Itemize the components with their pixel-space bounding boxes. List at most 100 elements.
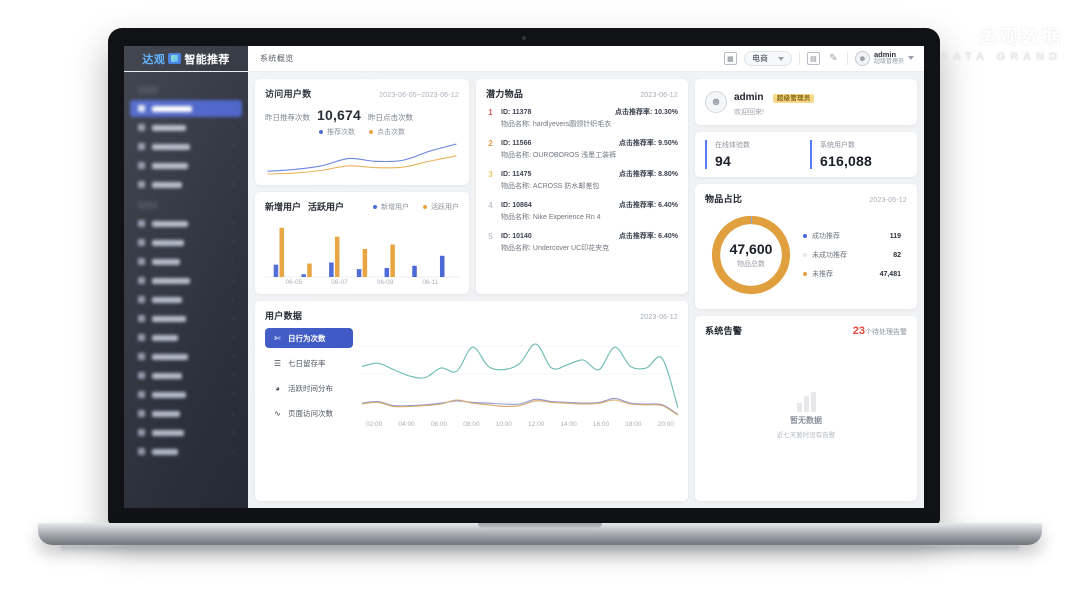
sidebar-item-1[interactable]: › <box>130 119 242 136</box>
legend-label: 活跃用户 <box>431 203 459 211</box>
divider <box>846 52 848 65</box>
item-click-rate: 点击推荐率: 9.50% <box>618 140 678 147</box>
user-name: admin <box>873 49 897 59</box>
chevron-right-icon: › <box>232 353 234 360</box>
tab-label: 七日留存率 <box>288 358 326 368</box>
sidebar-item-2[interactable]: › <box>130 253 242 270</box>
list-item[interactable]: 1 ID: 11378 点击推荐率: 10.30% 物品名称: hardlyevers… <box>486 102 678 133</box>
donut-chart: 47,600 物品总数 <box>705 209 797 301</box>
sidebar-item-label <box>152 105 192 112</box>
sidebar-item-3[interactable]: › <box>130 157 242 174</box>
tab-3[interactable]: ∿ 页面访问次数 <box>265 403 353 423</box>
axis-tick-label: 10:00 <box>495 421 512 428</box>
user-menu[interactable]: ☻ admin 超级管理员 <box>854 49 914 67</box>
potential-items-date: 2023-06-12 <box>640 92 678 99</box>
chevron-right-icon: › <box>232 372 234 379</box>
avatar-icon: ☻ <box>705 91 727 113</box>
legend-label: 未成功推荐 <box>812 252 847 259</box>
chevron-right-icon: › <box>232 391 234 398</box>
axis-tick-label: 06:00 <box>430 421 448 428</box>
laptop-shadow <box>60 545 1020 553</box>
sidebar-item-6[interactable]: › <box>130 329 242 346</box>
sidebar-item-2[interactable]: › <box>130 138 242 155</box>
sidebar[interactable]: ▒▒▒▒ › › › › › ▒▒▒▒ › › › › › › › › › › › › › <box>124 72 248 508</box>
sidebar-item-icon <box>138 315 145 322</box>
item-name: 物品名称: Undercover UC印花夹克 <box>501 245 610 252</box>
donut-legend-item: 未推荐 47,481 <box>803 269 907 279</box>
visit-users-date-range: 2023-06-05~2023-06-12 <box>379 92 459 99</box>
list-item[interactable]: 3 ID: 11475 点击推荐率: 8.80% 物品名称: ACROSS 防水邮差包 <box>486 164 678 195</box>
visit-users-card: 访问用户数 2023-06-05~2023-06-12 昨日推荐次数 10,67… <box>255 79 469 185</box>
system-alert-count-suffix: 个待处理告警 <box>865 329 907 336</box>
sidebar-item-7[interactable]: › <box>130 348 242 365</box>
legend-label: 未推荐 <box>812 271 833 278</box>
left-column: 访问用户数 2023-06-05~2023-06-12 昨日推荐次数 10,67… <box>255 79 688 501</box>
chevron-right-icon: › <box>232 315 234 322</box>
axis-tick-label: 06-07 <box>331 279 348 286</box>
tab-1[interactable]: ☰ 七日留存率 <box>265 353 353 373</box>
sidebar-item-active[interactable]: › <box>130 100 242 117</box>
axis-tick-label: 02:00 <box>366 421 383 428</box>
business-select[interactable]: 电商 <box>743 51 792 66</box>
app-logo[interactable]: 达观 智能推荐 <box>124 46 248 71</box>
user-meta: admin 超级管理员 <box>873 49 904 67</box>
sidebar-item-10[interactable]: › <box>130 405 242 422</box>
axis-tick-label: 16:00 <box>592 421 610 428</box>
sidebar-item-4[interactable]: › <box>130 176 242 193</box>
item-name: 物品名称: hardlyevers圆领针织毛衣 <box>501 121 612 128</box>
item-click-rate: 点击推荐率: 6.40% <box>618 202 678 209</box>
right-column: ☻ admin 超级管理员 欢迎回来! 在线体验数 94 系统用户数 616,088 <box>695 79 917 501</box>
grid-icon[interactable]: ▦ <box>723 52 737 65</box>
tab-2[interactable]: ◕ 活跃时间分布 <box>265 378 353 398</box>
sidebar-item-icon <box>138 296 145 303</box>
wave-icon: ∿ <box>274 408 281 418</box>
visit-legend-item: 推荐次数 <box>319 127 355 137</box>
list-item[interactable]: 2 ID: 11566 点击推荐率: 9.50% 物品名称: OUROBOROS 浅墨… <box>486 133 678 164</box>
sidebar-item-label <box>152 429 184 436</box>
sidebar-item-12[interactable]: › <box>130 443 242 460</box>
sidebar-item-3[interactable]: › <box>130 272 242 289</box>
active-users-title: 活跃用户 <box>308 202 345 212</box>
legend-dot-icon <box>803 272 807 276</box>
system-alert-card: 系统告警 23个待处理告警 暂无数据 <box>695 316 917 501</box>
item-ratio-card: 物品占比 2023-05-12 47,600 物品总数 <box>695 184 917 309</box>
axis-tick-label: 04:00 <box>398 421 415 428</box>
chevron-right-icon: › <box>232 162 234 169</box>
sidebar-item-label <box>152 239 184 246</box>
sidebar-item-4[interactable]: › <box>130 291 242 308</box>
system-alert-count-value: 23 <box>852 325 865 337</box>
sidebar-item-label <box>152 391 186 398</box>
sidebar-item-icon <box>138 239 145 246</box>
axis-tick-label: 06-09 <box>376 279 394 286</box>
legend-dot-icon <box>423 204 427 209</box>
sidebar-item-8[interactable]: › <box>130 367 242 384</box>
stat-value: 94 <box>715 153 731 169</box>
item-rank: 2 <box>488 139 493 148</box>
new-active-users-xaxis: 06-05 06-07 06-09 06-11 <box>265 279 459 286</box>
item-line-primary: ID: 10864 点击推荐率: 6.40% <box>501 200 678 210</box>
tab-label: 活跃时间分布 <box>288 383 333 393</box>
list-item[interactable]: 4 ID: 10864 点击推荐率: 6.40% 物品名称: Nike Experie… <box>486 195 678 226</box>
tab-0[interactable]: ✄ 日行为次数 <box>265 328 353 348</box>
sidebar-item-9[interactable]: › <box>130 386 242 403</box>
stat-label: 系统用户数 <box>820 142 855 149</box>
sidebar-item-label <box>152 124 186 131</box>
document-icon[interactable]: ▤ <box>806 52 820 65</box>
item-ratio-date: 2023-05-12 <box>869 197 907 204</box>
sidebar-item-11[interactable]: › <box>130 424 242 441</box>
recommend-count-value: 10,674 <box>317 107 362 123</box>
sidebar-item-1[interactable]: › <box>130 234 242 251</box>
pencil-icon[interactable]: ✎ <box>826 52 840 65</box>
item-name: 物品名称: ACROSS 防水邮差包 <box>501 183 600 190</box>
new-users-title: 新增用户 <box>265 202 302 212</box>
breadcrumb-label: 系统概览 <box>260 54 294 63</box>
sidebar-item-icon <box>138 391 145 398</box>
sidebar-item-label <box>152 143 190 150</box>
welcome-subtitle: 欢迎回来! <box>734 109 764 116</box>
user-data-tabs[interactable]: ✄ 日行为次数 ☰ 七日留存率 ◕ 活跃时间分布 ∿ 页面访问次数 <box>265 328 353 493</box>
list-item[interactable]: 5 ID: 10140 点击推荐率: 6.40% 物品名称: Undercover U… <box>486 226 678 257</box>
logo-brand: 达观 <box>142 53 166 66</box>
legend-dot-icon <box>803 253 807 257</box>
sidebar-item-0[interactable]: › <box>130 215 242 232</box>
sidebar-item-5[interactable]: › <box>130 310 242 327</box>
